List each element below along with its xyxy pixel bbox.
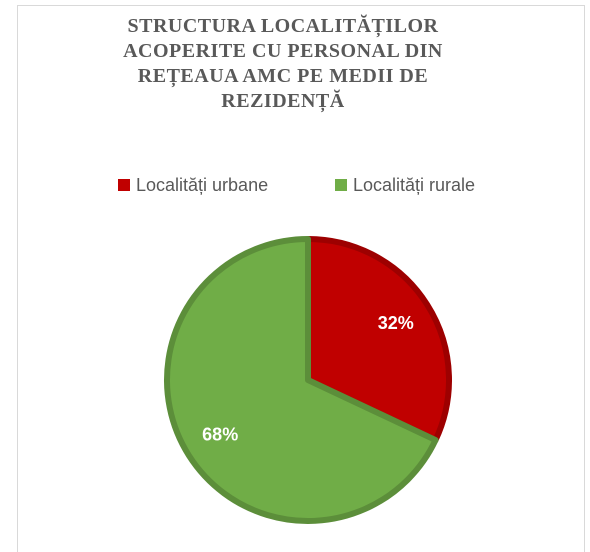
chart-frame: [17, 5, 585, 552]
chart-title: STRUCTURA LOCALITĂȚILOR ACOPERITE CU PER…: [123, 15, 443, 112]
legend-label: Localități urbane: [136, 175, 268, 195]
legend-swatch: [118, 179, 130, 191]
data-label: 68%: [202, 424, 238, 444]
legend-label: Localități rurale: [353, 175, 475, 195]
pie-slice: [305, 236, 452, 444]
data-label: 32%: [378, 313, 414, 333]
pie-slice: [164, 236, 439, 524]
legend-swatch: [335, 179, 347, 191]
